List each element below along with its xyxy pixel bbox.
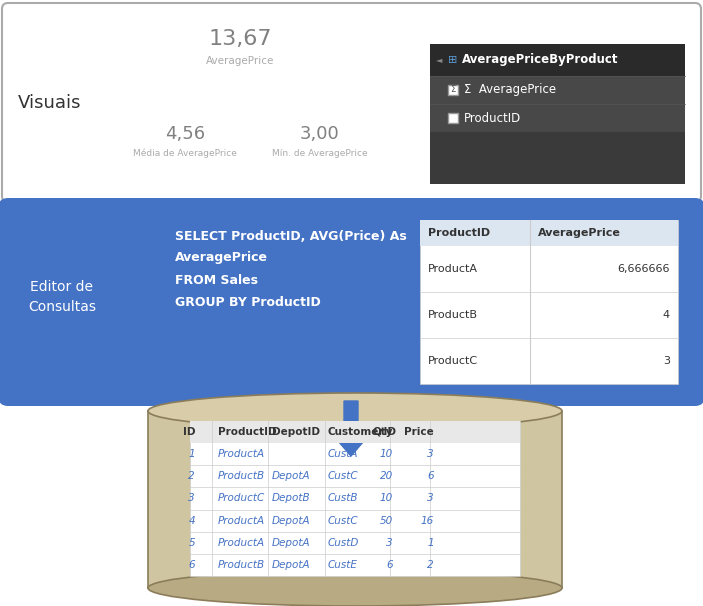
Text: 1: 1 [188, 449, 195, 459]
Text: Qty: Qty [373, 427, 393, 437]
Text: ProductID: ProductID [218, 427, 276, 437]
Text: 3: 3 [188, 493, 195, 504]
Text: 3: 3 [663, 356, 670, 366]
Text: Σ: Σ [451, 85, 456, 95]
FancyBboxPatch shape [448, 113, 458, 123]
Text: 2: 2 [427, 560, 434, 570]
Text: ProductA: ProductA [428, 264, 478, 274]
Text: ProductB: ProductB [218, 560, 265, 570]
Text: 50: 50 [380, 516, 393, 525]
FancyBboxPatch shape [190, 421, 520, 443]
FancyBboxPatch shape [430, 44, 685, 184]
Text: ProductA: ProductA [218, 449, 265, 459]
FancyBboxPatch shape [0, 198, 703, 406]
Text: 4: 4 [188, 516, 195, 525]
Text: 10: 10 [380, 493, 393, 504]
Polygon shape [148, 411, 562, 588]
Text: DepotA: DepotA [272, 538, 311, 548]
Text: ProductC: ProductC [428, 356, 478, 366]
Text: ProductID: ProductID [428, 228, 490, 238]
Text: Visuais: Visuais [18, 93, 82, 112]
Text: AveragePrice: AveragePrice [206, 56, 274, 66]
Text: 4,56: 4,56 [165, 125, 205, 143]
Text: 1: 1 [427, 538, 434, 548]
Text: CustC: CustC [328, 516, 359, 525]
Text: SELECT ProductID, AVG(Price) As: SELECT ProductID, AVG(Price) As [175, 230, 407, 242]
Text: 10: 10 [380, 449, 393, 459]
Text: AveragePrice: AveragePrice [175, 251, 268, 264]
FancyBboxPatch shape [420, 220, 678, 384]
Text: 3,00: 3,00 [300, 125, 340, 143]
Text: 6: 6 [387, 560, 393, 570]
FancyBboxPatch shape [2, 3, 701, 202]
FancyBboxPatch shape [430, 44, 685, 76]
Text: 5: 5 [188, 538, 195, 548]
Text: ProductB: ProductB [428, 310, 478, 320]
FancyArrow shape [332, 401, 370, 456]
Text: FROM Sales: FROM Sales [175, 273, 258, 287]
Text: Média de AveragePrice: Média de AveragePrice [133, 148, 237, 158]
Text: 6: 6 [427, 471, 434, 481]
FancyBboxPatch shape [430, 76, 685, 104]
Text: GROUP BY ProductID: GROUP BY ProductID [175, 296, 321, 308]
Text: DepotB: DepotB [272, 493, 311, 504]
Text: CustomerID: CustomerID [328, 427, 397, 437]
Text: 4: 4 [663, 310, 670, 320]
Text: 3: 3 [387, 538, 393, 548]
Text: 6: 6 [188, 560, 195, 570]
FancyBboxPatch shape [190, 421, 520, 576]
Text: ProductA: ProductA [218, 516, 265, 525]
Text: 20: 20 [380, 471, 393, 481]
Text: ProductC: ProductC [218, 493, 265, 504]
Text: DepotID: DepotID [272, 427, 320, 437]
Text: ProductA: ProductA [218, 538, 265, 548]
Text: AveragePriceByProduct: AveragePriceByProduct [462, 53, 619, 67]
Ellipse shape [148, 570, 562, 606]
Text: CustD: CustD [328, 538, 359, 548]
Text: CustB: CustB [328, 493, 359, 504]
Text: ID: ID [183, 427, 195, 437]
Text: ⊞: ⊞ [448, 55, 458, 65]
Text: 16: 16 [421, 516, 434, 525]
Text: 3: 3 [427, 493, 434, 504]
Text: CustA: CustA [328, 449, 359, 459]
Text: ProductB: ProductB [218, 471, 265, 481]
Text: DepotA: DepotA [272, 471, 311, 481]
Text: CustC: CustC [328, 471, 359, 481]
Text: 3: 3 [427, 449, 434, 459]
FancyBboxPatch shape [430, 104, 685, 132]
Text: ◄: ◄ [436, 56, 442, 64]
FancyBboxPatch shape [420, 220, 678, 246]
Text: Editor de: Editor de [30, 280, 93, 294]
FancyBboxPatch shape [448, 85, 458, 95]
Text: DepotA: DepotA [272, 516, 311, 525]
Text: ProductID: ProductID [464, 112, 521, 124]
Ellipse shape [148, 393, 562, 429]
Text: AveragePrice: AveragePrice [538, 228, 621, 238]
Text: 13,67: 13,67 [208, 29, 272, 49]
Text: Mín. de AveragePrice: Mín. de AveragePrice [272, 148, 368, 158]
Text: Σ  AveragePrice: Σ AveragePrice [464, 84, 556, 96]
Text: 6,666666: 6,666666 [617, 264, 670, 274]
Text: 2: 2 [188, 471, 195, 481]
Text: CustE: CustE [328, 560, 358, 570]
Text: Consultas: Consultas [28, 300, 96, 314]
Text: Price: Price [404, 427, 434, 437]
Text: DepotA: DepotA [272, 560, 311, 570]
